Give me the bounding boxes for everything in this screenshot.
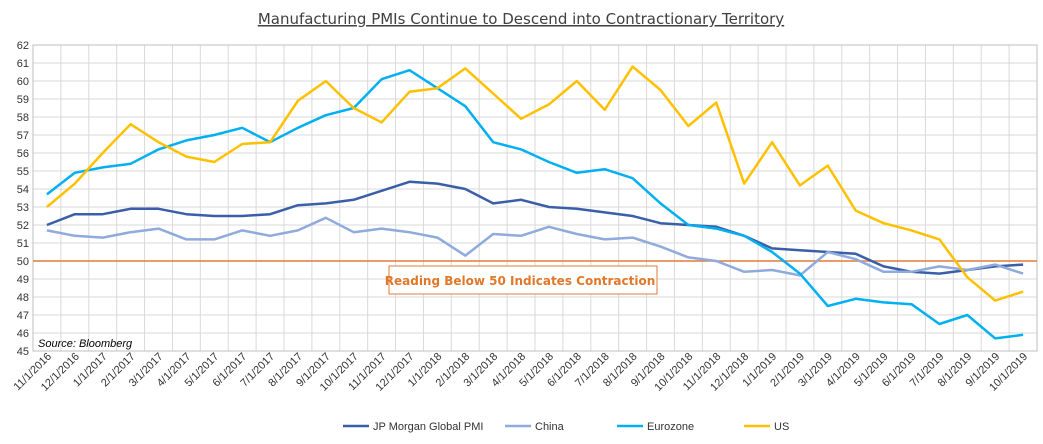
y-tick-label: 56 [17,148,29,160]
y-tick-label: 46 [17,328,29,340]
y-tick-label: 47 [17,310,29,322]
legend-label: US [774,421,789,433]
series-group [46,65,1024,340]
y-tick-label: 50 [17,256,29,268]
y-tick-label: 54 [17,184,29,196]
series-line-eurozone [46,68,1024,340]
source-note: Source: Bloomberg [38,338,133,350]
y-tick-label: 58 [17,112,29,124]
y-tick-label: 59 [17,94,29,106]
chart-title: Manufacturing PMIs Continue to Descend i… [258,10,784,28]
y-tick-label: 62 [17,40,29,52]
plot-area [32,44,1038,352]
y-tick-label: 60 [17,76,29,88]
gridlines [32,44,1038,352]
y-tick-label: 49 [17,274,29,286]
y-axis: 45 46 47 48 49 50 51 52 53 54 55 56 57 58 59 60 61 62 [17,40,29,358]
legend-label: China [535,421,565,433]
y-tick-label: 52 [17,220,29,232]
y-tick-label: 53 [17,202,29,214]
legend-label: JP Morgan Global PMI [373,421,483,433]
y-tick-label: 61 [17,58,29,70]
series-line-jp-morgan-global-pmi [46,180,1024,275]
series-line-us [46,65,1024,302]
annotation-group: Reading Below 50 Indicates Contraction [385,265,658,295]
legend: JP Morgan Global PMI China Eurozone US [343,421,789,433]
y-tick-label: 57 [17,130,29,142]
legend-label: Eurozone [647,421,694,433]
y-tick-label: 45 [17,346,29,358]
y-tick-label: 55 [17,166,29,178]
y-tick-label: 51 [17,238,29,250]
series-line-china [46,216,1024,277]
annotation-text: Reading Below 50 Indicates Contraction [385,274,656,288]
annotation-box [388,265,658,295]
y-tick-label: 48 [17,292,29,304]
